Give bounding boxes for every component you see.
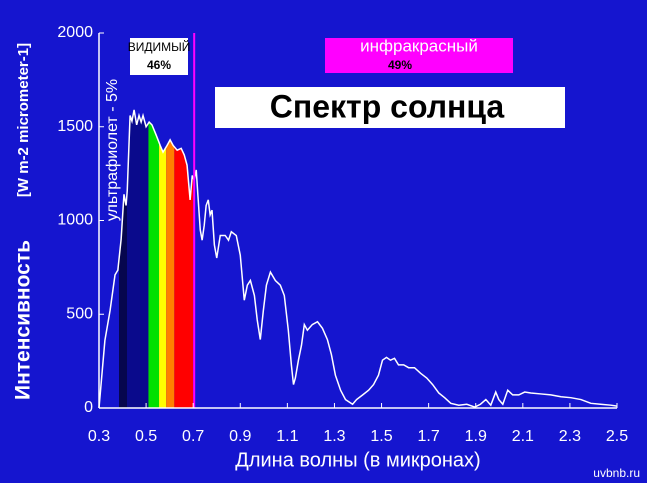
x-tick-label: 2.5 <box>606 428 628 445</box>
x-tick-label: 1.9 <box>465 428 487 445</box>
infrared-label: инфракрасный <box>360 36 478 55</box>
infrared-pct: 49% <box>388 58 412 72</box>
x-tick-label: 1.3 <box>323 428 345 445</box>
y-tick-label: 0 <box>84 399 93 416</box>
visible-box <box>130 38 188 75</box>
spectrum-band <box>166 109 175 408</box>
x-tick-label: 0.9 <box>229 428 251 445</box>
x-tick-label: 1.5 <box>370 428 392 445</box>
x-tick-label: 1.1 <box>276 428 298 445</box>
uv-label: ультрафиолет - 5% <box>104 79 121 221</box>
visible-label: ВИДИМЫЙ <box>128 39 191 54</box>
x-axis-label: Длина волны (в микронах) <box>235 449 480 471</box>
y-tick-label: 2000 <box>57 24 93 41</box>
y-tick-label: 500 <box>66 305 93 322</box>
x-tick-label: 2.3 <box>559 428 581 445</box>
y-tick-label: 1500 <box>57 118 93 135</box>
visible-pct: 46% <box>147 58 171 72</box>
chart-title: Спектр солнца <box>270 88 505 124</box>
x-tick-label: 0.3 <box>88 428 110 445</box>
spectrum-band <box>119 109 128 408</box>
x-tick-label: 0.7 <box>182 428 204 445</box>
spectrum-band <box>148 109 160 408</box>
watermark: uvbnb.ru <box>593 466 640 480</box>
x-tick-label: 1.7 <box>418 428 440 445</box>
y-axis-units: [W m-2 micrometer-1] <box>15 43 32 197</box>
infrared-box <box>325 38 513 73</box>
title-box <box>215 87 565 128</box>
y-tick-label: 1000 <box>57 212 93 229</box>
x-tick-label: 2.1 <box>512 428 534 445</box>
y-axis-label: Интенсивность <box>12 240 35 400</box>
spectrum-band <box>174 109 194 408</box>
spectrum-band <box>127 109 149 408</box>
spectrum-band <box>159 109 167 408</box>
x-tick-label: 0.5 <box>135 428 157 445</box>
